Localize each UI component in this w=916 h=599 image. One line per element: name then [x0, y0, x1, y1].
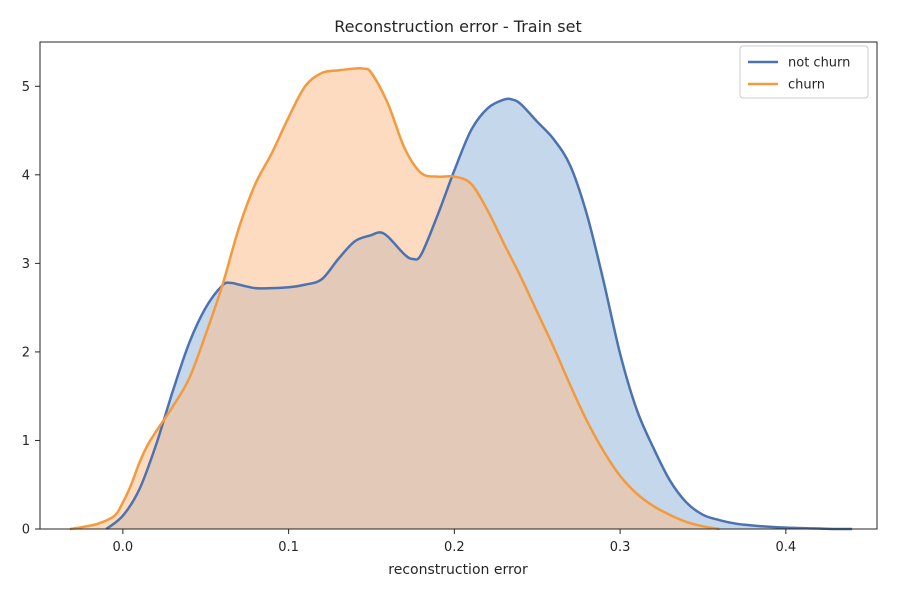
plot-frame: [39, 41, 878, 530]
y-tick-label: 0: [22, 523, 30, 538]
legend-label: churn: [788, 78, 825, 93]
y-tick-label: 2: [22, 345, 30, 360]
x-tick-label: 0.0: [113, 540, 134, 555]
series-area-1: [69, 68, 720, 530]
legend: not churn churn: [739, 45, 869, 99]
x-axis: 0.0 0.1 0.2 0.3 0.4: [113, 529, 796, 555]
x-tick-label: 0.4: [775, 540, 796, 555]
series-line-0: [105, 97, 853, 531]
y-tick-label: 1: [22, 434, 30, 449]
chart-title: Reconstruction error - Train set: [334, 17, 581, 36]
y-tick-label: 3: [22, 257, 30, 272]
y-axis: 0 1 2 3 4 5: [22, 80, 40, 538]
legend-label: not churn: [788, 56, 850, 71]
series-line-1: [69, 66, 720, 531]
y-tick-label: 4: [22, 168, 30, 183]
plot-fills: [69, 68, 853, 530]
x-axis-title: reconstruction error: [388, 562, 528, 578]
y-tick-label: 5: [22, 80, 30, 95]
plot-lines: [69, 66, 853, 531]
x-tick-label: 0.3: [610, 540, 631, 555]
x-tick-label: 0.1: [278, 540, 299, 555]
x-tick-label: 0.2: [444, 540, 465, 555]
